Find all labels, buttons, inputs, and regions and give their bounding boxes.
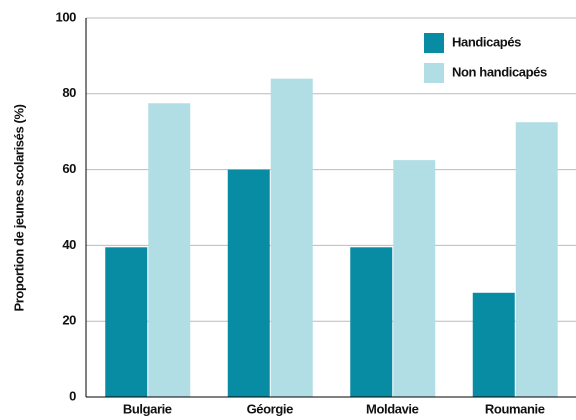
y-tick-label: 20 xyxy=(62,313,76,328)
y-tick-label: 40 xyxy=(62,237,76,252)
x-tick-label: Moldavie xyxy=(366,401,419,416)
x-tick-label: Bulgarie xyxy=(123,401,172,416)
bar xyxy=(105,247,148,397)
y-tick-label: 0 xyxy=(69,388,76,403)
x-tick-label: Géorgie xyxy=(247,401,293,416)
bar xyxy=(227,169,270,397)
bar xyxy=(472,292,515,397)
bar xyxy=(350,247,393,397)
y-tick-label: 100 xyxy=(56,9,77,24)
bar xyxy=(148,103,191,398)
y-tick-label: 80 xyxy=(62,85,76,100)
y-axis-label: Proportion de jeunes scolarisés (%) xyxy=(11,104,26,311)
legend-label: Non handicapés xyxy=(452,64,547,79)
bar xyxy=(270,78,313,397)
legend-label: Handicapés xyxy=(452,34,521,49)
legend-swatch xyxy=(424,63,444,83)
bar xyxy=(393,160,436,397)
x-tick-label: Roumanie xyxy=(485,401,545,416)
bar xyxy=(515,122,558,397)
y-tick-label: 60 xyxy=(62,161,76,176)
legend-swatch xyxy=(424,33,444,53)
